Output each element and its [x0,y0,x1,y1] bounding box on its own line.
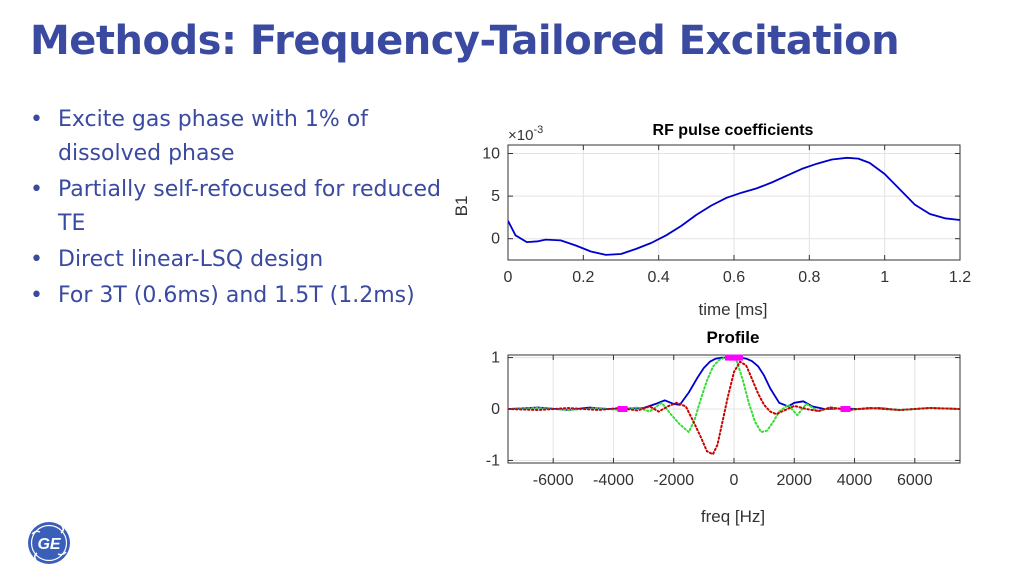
chart-title: RF pulse coefficients [653,122,814,139]
y-tick-label: -1 [486,452,500,469]
rf-pulse-chart: RF pulse coefficients ×10-3 B1 time [ms]… [452,122,971,319]
passband-marker [840,406,851,412]
x-tick-label: -6000 [533,472,574,489]
x-axis-label: freq [Hz] [701,507,765,526]
y-tick-label: 0 [491,401,500,418]
bullet-dot: • [30,283,43,308]
x-tick-label: 0 [504,269,513,286]
y-multiplier-base: ×10 [508,127,533,144]
y-multiplier-exp: -3 [533,124,543,136]
bullet-text: For 3T (0.6ms) and 1.5T (1.2ms) [58,283,415,308]
series-line-0 [508,156,960,256]
x-tick-label: 0.6 [723,269,745,286]
bullet-item: • Partially self-refocused for reduced TE [30,173,450,241]
slide-title: Methods: Frequency-Tailored Excitation [30,18,900,64]
y-axis-label: B1 [452,196,471,217]
bullet-list: • Excite gas phase with 1% of dissolved p… [30,103,450,315]
y-tick-label: 5 [491,188,500,205]
bullet-text: Excite gas phase with 1% of dissolved ph… [58,107,368,166]
y-multiplier: ×10-3 [508,124,543,144]
x-tick-label: 2000 [776,472,812,489]
passband-marker [617,406,628,412]
ge-logo: GE [28,522,70,564]
x-tick-label: 0 [730,472,739,489]
x-tick-label: 0.2 [572,269,594,286]
y-tick-label: 0 [491,231,500,248]
series-line-2 [508,360,960,456]
x-tick-label: 1 [880,269,889,286]
chart-title: Profile [707,328,760,347]
bullet-dot: • [30,247,43,272]
x-tick-label: -2000 [653,472,694,489]
bullet-dot: • [30,177,43,202]
bullet-item: • Excite gas phase with 1% of dissolved p… [30,103,450,171]
y-tick-label: 10 [482,146,500,163]
bullet-text: Direct linear-LSQ design [58,247,324,272]
ge-logo-lettering: GE [37,536,61,553]
bullet-item: • Direct linear-LSQ design [30,243,450,277]
y-tick-label: 1 [491,350,500,367]
x-tick-label: 1.2 [949,269,971,286]
x-tick-label: 4000 [837,472,873,489]
bullet-dot: • [30,107,43,132]
x-tick-label: -4000 [593,472,634,489]
passband-marker [725,354,743,361]
x-tick-label: 6000 [897,472,933,489]
profile-chart: Profile freq [Hz] -6000 -4000 -2000 0 2000 40… [486,328,961,526]
bullet-item: • For 3T (0.6ms) and 1.5T (1.2ms) [30,279,450,313]
bullet-text: Partially self-refocused for reduced TE [58,177,441,236]
x-tick-label: 0.4 [648,269,670,286]
x-axis-label: time [ms] [699,300,768,319]
x-tick-label: 0.8 [798,269,820,286]
